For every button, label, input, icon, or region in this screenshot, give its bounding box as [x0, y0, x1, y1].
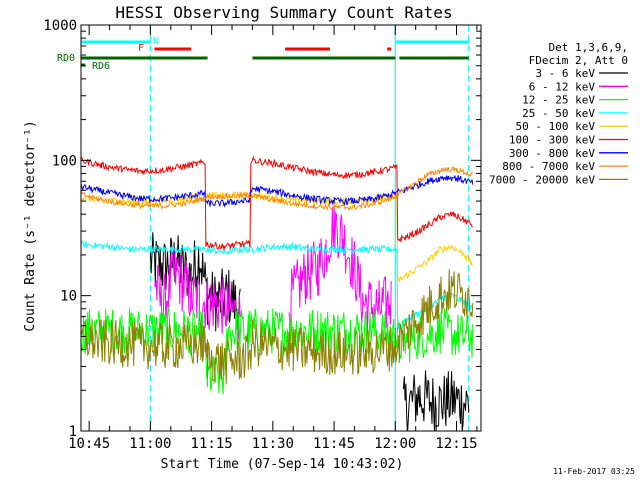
legend-label-6: 300 - 800 keV [509, 147, 595, 160]
legend-label-4: 50 - 100 keV [516, 120, 596, 133]
plot-frame [80, 24, 482, 432]
axes: 10:45 11:00 11:15 11:30 11:45 12:00 12:15 1 10 10… [43, 18, 482, 452]
y-tick-label-0: 1 [69, 424, 77, 440]
flag-label-2: RD0 [57, 53, 75, 64]
footer-timestamp: 11-Feb-2017 03:25 [553, 467, 635, 476]
flag-label-0: N [153, 36, 159, 47]
legend-label-3: 25 - 50 keV [522, 107, 595, 120]
legend-label-8: 7000 - 20000 keV [489, 173, 595, 186]
vertical-markers [149, 25, 470, 431]
x-axis-label: Start Time (07-Sep-14 10:43:02) [161, 457, 404, 472]
x-tick-label-1: 11:00 [129, 436, 171, 452]
legend-header-line-2: FDecim 2, Att 0 [529, 54, 628, 67]
y-axis-label: Count Rate (s⁻¹ detector⁻¹) [23, 120, 38, 331]
legend-label-7: 800 - 7000 keV [502, 160, 595, 173]
series-line-5 [81, 155, 474, 251]
y-tick-label-1: 10 [60, 289, 77, 305]
series-lines [81, 155, 474, 431]
series-line-7 [81, 166, 474, 211]
x-tick-label-3: 11:30 [252, 436, 294, 452]
x-tick-label-6: 12:15 [435, 436, 477, 452]
series-line-8 [81, 269, 474, 385]
x-tick-label-5: 12:00 [374, 436, 416, 452]
legend-label-2: 12 - 25 keV [522, 94, 595, 107]
flag-label-3: RD6 [92, 61, 110, 72]
series-line-6 [81, 175, 474, 208]
y-tick-label-3: 1000 [43, 18, 77, 34]
flag-label-1: F [138, 43, 144, 54]
chart-title: HESSI Observing Summary Count Rates [115, 3, 452, 22]
x-tick-label-0: 10:45 [68, 436, 110, 452]
legend-label-1: 6 - 12 keV [529, 80, 596, 93]
legend-header-line-1: Det 1,3,6,9, [549, 41, 628, 54]
series-line-2 [81, 307, 474, 395]
series-line-1 [154, 196, 392, 343]
y-tick-label-2: 100 [52, 153, 77, 169]
legend-label-0: 3 - 6 keV [535, 67, 595, 80]
x-tick-label-2: 11:15 [191, 436, 233, 452]
x-tick-label-4: 11:45 [313, 436, 355, 452]
flag-bars: NF RD0 RD6 [57, 36, 469, 72]
legend: Det 1,3,6,9, FDecim 2, Att 0 3 - 6 keV6 … [489, 41, 628, 186]
legend-label-5: 100 - 300 keV [509, 134, 595, 147]
